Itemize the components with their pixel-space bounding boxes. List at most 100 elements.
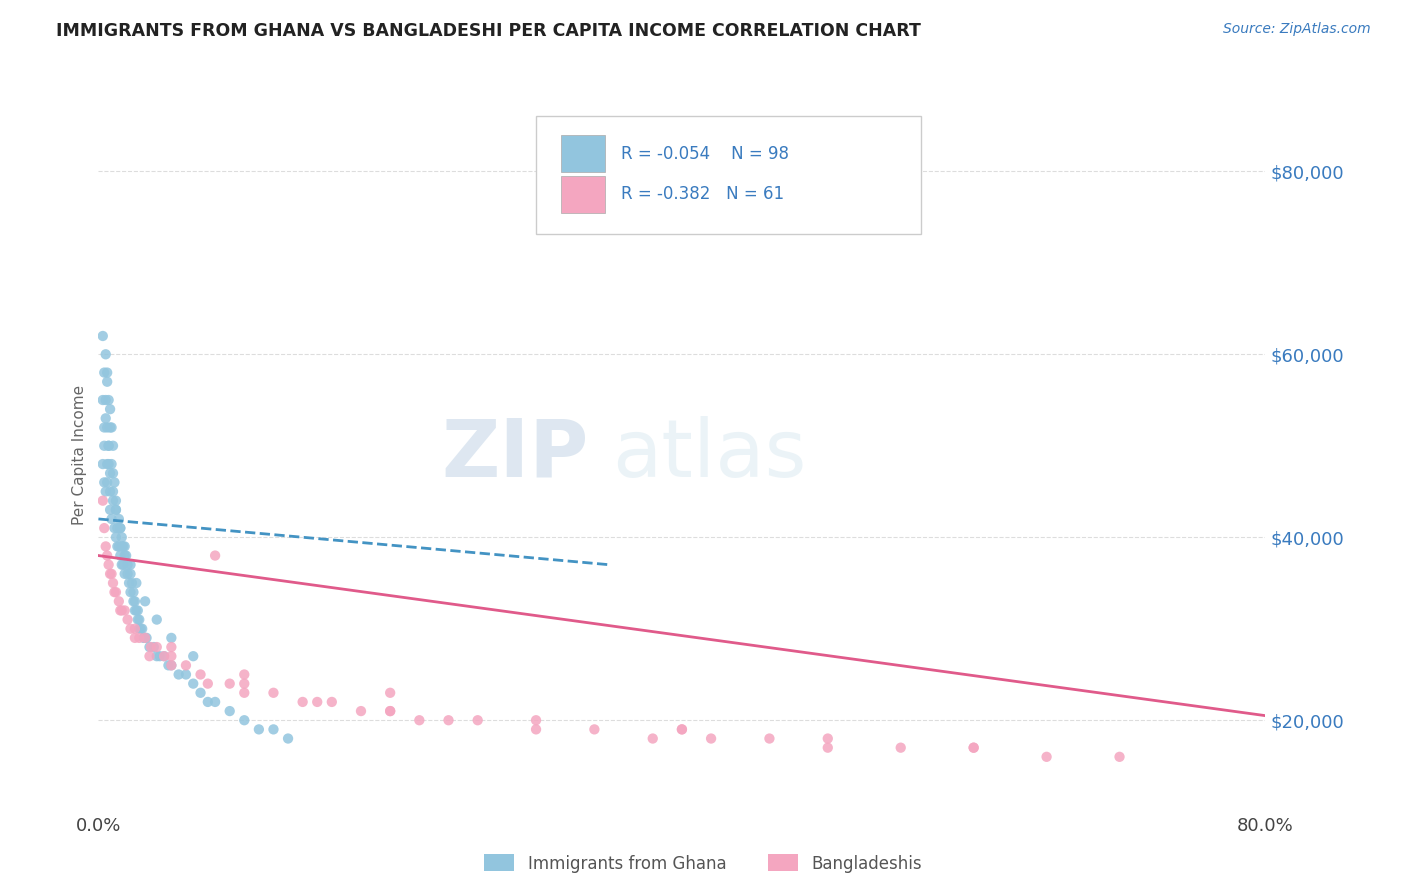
- Point: [108, 512, 131, 526]
- Point: [146, 613, 169, 627]
- Point: [890, 740, 912, 755]
- Point: [218, 676, 240, 690]
- Point: [98, 503, 121, 517]
- Point: [91, 392, 114, 407]
- Point: [122, 585, 145, 599]
- Point: [104, 585, 127, 599]
- Point: [94, 411, 117, 425]
- Point: [132, 631, 155, 645]
- Point: [153, 649, 176, 664]
- Point: [218, 704, 240, 718]
- Point: [108, 540, 131, 554]
- FancyBboxPatch shape: [536, 116, 921, 234]
- Y-axis label: Per Capita Income: Per Capita Income: [72, 384, 87, 525]
- Point: [160, 658, 183, 673]
- Point: [98, 484, 121, 499]
- Point: [583, 723, 606, 737]
- Text: IMMIGRANTS FROM GHANA VS BANGLADESHI PER CAPITA INCOME CORRELATION CHART: IMMIGRANTS FROM GHANA VS BANGLADESHI PER…: [56, 22, 921, 40]
- Point: [233, 676, 256, 690]
- Point: [160, 658, 183, 673]
- Bar: [561, 176, 605, 213]
- Point: [467, 713, 489, 727]
- Point: [111, 603, 134, 617]
- Point: [378, 704, 402, 718]
- Text: R = -0.054    N = 98: R = -0.054 N = 98: [621, 145, 789, 162]
- Point: [378, 704, 402, 718]
- Point: [277, 731, 299, 746]
- Point: [93, 475, 115, 490]
- Point: [1108, 749, 1130, 764]
- Point: [700, 731, 723, 746]
- Point: [247, 723, 270, 737]
- Point: [103, 585, 125, 599]
- Point: [138, 649, 160, 664]
- Point: [97, 457, 120, 471]
- Point: [104, 503, 127, 517]
- Point: [190, 667, 212, 681]
- Point: [114, 603, 136, 617]
- Point: [124, 603, 146, 617]
- Point: [138, 640, 160, 654]
- Point: [204, 549, 226, 563]
- Point: [98, 467, 121, 481]
- Point: [117, 613, 139, 627]
- Point: [167, 667, 190, 681]
- Bar: [561, 136, 605, 172]
- Point: [125, 603, 148, 617]
- Point: [131, 622, 153, 636]
- Point: [142, 640, 165, 654]
- Point: [197, 676, 219, 690]
- Point: [101, 439, 124, 453]
- Point: [114, 566, 136, 581]
- Legend: Immigrants from Ghana, Bangladeshis: Immigrants from Ghana, Bangladeshis: [478, 847, 928, 880]
- Point: [111, 558, 134, 572]
- Point: [93, 420, 115, 434]
- Point: [104, 530, 127, 544]
- Point: [97, 439, 120, 453]
- Point: [350, 704, 373, 718]
- Point: [204, 695, 226, 709]
- Point: [110, 521, 132, 535]
- Point: [122, 594, 145, 608]
- Point: [146, 649, 169, 664]
- Point: [97, 392, 120, 407]
- Point: [96, 366, 118, 380]
- Point: [307, 695, 329, 709]
- Point: [139, 640, 162, 654]
- Point: [174, 667, 197, 681]
- Point: [93, 439, 115, 453]
- Point: [181, 676, 204, 690]
- Point: [100, 420, 122, 434]
- Point: [115, 549, 138, 563]
- Point: [233, 713, 256, 727]
- Point: [157, 658, 180, 673]
- Point: [98, 402, 121, 417]
- Point: [91, 493, 114, 508]
- Point: [524, 723, 547, 737]
- Point: [160, 640, 183, 654]
- Point: [94, 540, 117, 554]
- Point: [91, 457, 114, 471]
- Point: [758, 731, 780, 746]
- Point: [112, 540, 135, 554]
- Point: [817, 731, 839, 746]
- Point: [117, 566, 139, 581]
- Point: [94, 484, 117, 499]
- Point: [96, 375, 118, 389]
- Text: atlas: atlas: [612, 416, 806, 494]
- Point: [120, 585, 142, 599]
- Point: [149, 649, 172, 664]
- Point: [262, 723, 284, 737]
- Point: [96, 420, 118, 434]
- Point: [124, 622, 146, 636]
- Point: [291, 695, 314, 709]
- Point: [110, 521, 132, 535]
- Point: [1035, 749, 1057, 764]
- Point: [101, 493, 124, 508]
- Point: [262, 686, 284, 700]
- Point: [121, 576, 143, 591]
- Point: [135, 631, 157, 645]
- Point: [91, 329, 114, 343]
- Point: [103, 521, 125, 535]
- Point: [524, 713, 547, 727]
